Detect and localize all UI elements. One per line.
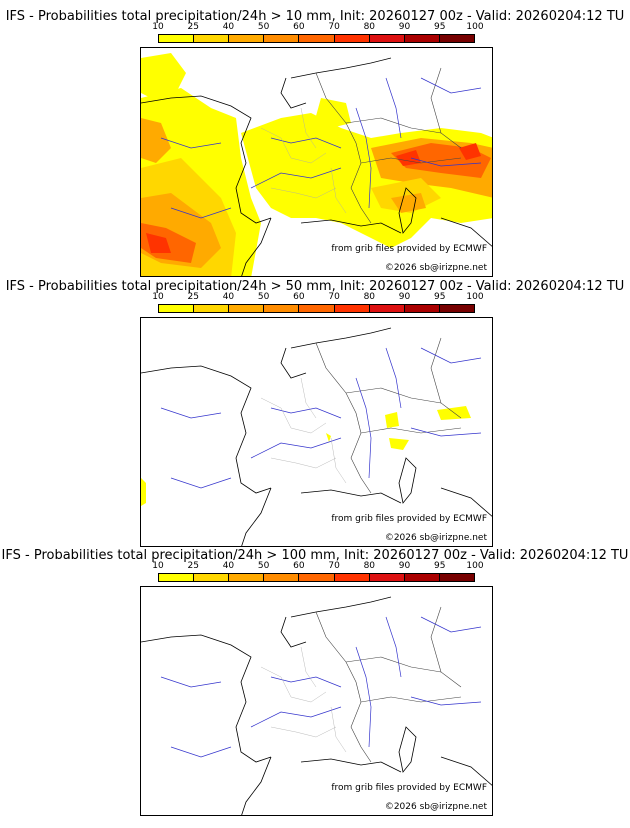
country-borders (315, 67, 462, 224)
source-credit: from grib files provided by ECMWF (331, 514, 487, 524)
country-borders (315, 337, 462, 494)
scale-swatch (194, 574, 230, 581)
tick-label: 95 (434, 22, 446, 32)
scale-ticks: 10 25 40 50 60 70 80 90 95 100 (152, 561, 483, 573)
copyright: ©2026 sb@irizpne.net (384, 802, 487, 812)
scale-swatch (194, 35, 230, 42)
tick-label: 80 (363, 561, 376, 571)
tick-label: 95 (434, 561, 446, 571)
scale-swatch (404, 574, 440, 581)
scale-swatch (264, 574, 300, 581)
panel-title: IFS - Probabilities total precipitation/… (1, 548, 629, 563)
tick-label: 25 (187, 22, 199, 32)
tick-label: 10 (152, 292, 164, 302)
scale-swatch (334, 305, 370, 312)
scale-swatch (159, 305, 195, 312)
tick-label: 10 (152, 561, 164, 571)
coastlines (141, 596, 492, 815)
color-scale (158, 34, 475, 43)
panel-title: IFS - Probabilities total precipitation/… (5, 279, 625, 294)
scale-swatch (334, 574, 370, 581)
scale-ticks: 10 25 40 50 60 70 80 90 95 100 (152, 292, 483, 304)
scale-swatch (159, 574, 195, 581)
scale-swatch (299, 305, 335, 312)
tick-label: 40 (222, 22, 235, 32)
coastlines (141, 327, 492, 546)
scale-swatch (369, 305, 405, 312)
scale-swatch (229, 35, 265, 42)
tick-label: 60 (293, 561, 305, 571)
scale-swatch (439, 305, 474, 312)
scale-swatch (299, 35, 335, 42)
scale-swatch (229, 574, 265, 581)
map-10mm: from grib files provided by ECMWF ©2026 … (140, 47, 493, 277)
tick-label: 60 (293, 292, 305, 302)
tick-label: 70 (328, 22, 340, 32)
tick-label: 100 (466, 292, 484, 302)
map-graphic (141, 596, 492, 815)
color-scale (158, 304, 475, 313)
scale-swatch (404, 305, 440, 312)
map-50mm: from grib files provided by ECMWF ©2026 … (140, 317, 493, 547)
scale-swatch (439, 574, 474, 581)
tick-label: 40 (222, 561, 235, 571)
tick-label: 50 (257, 561, 270, 571)
scale-swatch (439, 35, 474, 42)
country-borders (315, 606, 462, 763)
region-boundaries (260, 107, 347, 214)
tick-label: 100 (466, 22, 484, 32)
rivers (160, 347, 482, 489)
source-credit: from grib files provided by ECMWF (331, 783, 487, 793)
tick-label: 70 (328, 561, 340, 571)
source-credit: from grib files provided by ECMWF (331, 244, 487, 254)
tick-label: 80 (363, 292, 376, 302)
region-boundaries (260, 646, 347, 753)
tick-label: 70 (328, 292, 340, 302)
map-graphic (141, 53, 492, 276)
scale-swatch (299, 574, 335, 581)
scale-swatch (369, 35, 405, 42)
tick-label: 60 (293, 22, 305, 32)
region-boundaries (260, 377, 347, 484)
precip-probability-areas (141, 53, 492, 276)
scale-swatch (159, 35, 195, 42)
scale-swatch (369, 574, 405, 581)
panel-100mm: IFS - Probabilities total precipitation/… (0, 539, 630, 828)
tick-label: 25 (187, 561, 199, 571)
tick-label: 90 (398, 561, 411, 571)
scale-ticks: 10 25 40 50 60 70 80 90 95 100 (152, 22, 483, 34)
tick-label: 95 (434, 292, 446, 302)
tick-label: 50 (257, 22, 270, 32)
rivers (160, 77, 482, 219)
scale-swatch (229, 305, 265, 312)
copyright: ©2026 sb@irizpne.net (384, 263, 487, 273)
panel-title: IFS - Probabilities total precipitation/… (5, 9, 625, 24)
panel-50mm: IFS - Probabilities total precipitation/… (0, 270, 630, 547)
scale-swatch (334, 35, 370, 42)
tick-label: 80 (363, 22, 376, 32)
tick-label: 90 (398, 292, 411, 302)
map-graphic (141, 327, 492, 546)
tick-label: 25 (187, 292, 199, 302)
panel-10mm: IFS - Probabilities total precipitation/… (0, 0, 630, 277)
tick-label: 10 (152, 22, 164, 32)
color-scale (158, 573, 475, 582)
scale-swatch (404, 35, 440, 42)
scale-swatch (264, 305, 300, 312)
rivers (160, 616, 482, 758)
precip-probability-areas (141, 406, 471, 506)
tick-label: 100 (466, 561, 484, 571)
tick-label: 90 (398, 22, 411, 32)
scale-swatch (264, 35, 300, 42)
coastlines (141, 57, 492, 276)
copyright: ©2026 sb@irizpne.net (384, 533, 487, 543)
tick-label: 50 (257, 292, 270, 302)
tick-label: 40 (222, 292, 235, 302)
map-100mm: from grib files provided by ECMWF ©2026 … (140, 586, 493, 816)
scale-swatch (194, 305, 230, 312)
